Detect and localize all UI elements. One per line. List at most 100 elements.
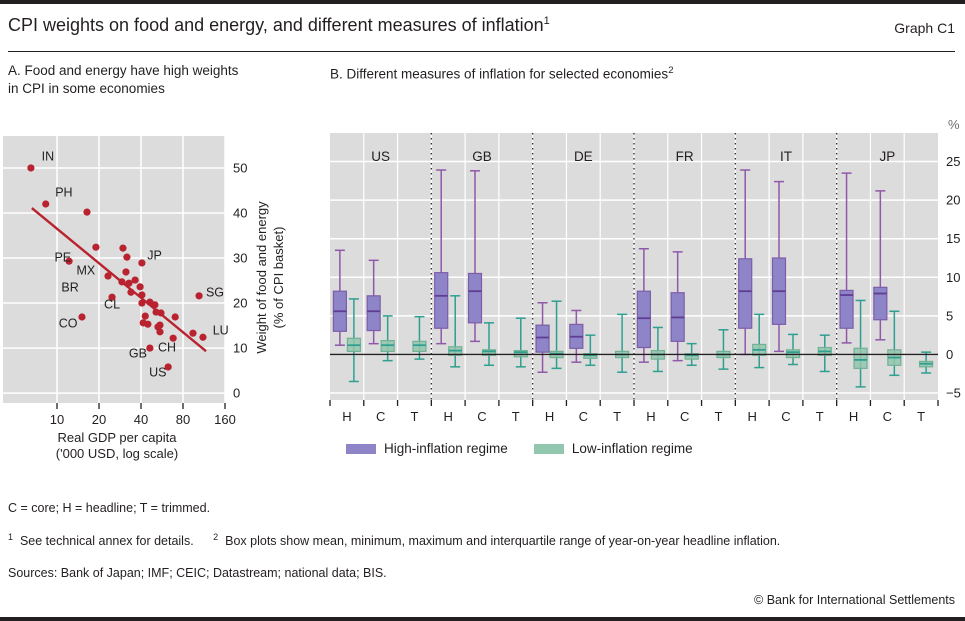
economy-label: FR [676, 149, 694, 164]
scatter-point [108, 293, 116, 301]
scatter-point [119, 244, 127, 252]
legend-label-high: High-inflation regime [384, 441, 508, 456]
footnotes-line: 1 See technical annex for details. 2 Box… [8, 532, 780, 548]
scatter-point [169, 334, 177, 342]
scatter-point [27, 164, 35, 172]
y-axis-tick-label: 5 [946, 308, 953, 323]
page-title: CPI weights on food and energy, and diff… [8, 15, 550, 36]
page-title-text: CPI weights on food and energy, and diff… [8, 15, 544, 35]
country-label: LU [213, 324, 229, 338]
y-axis-title: Weight of food and energy [254, 201, 269, 354]
country-label: BR [61, 280, 78, 294]
measure-label: H [545, 409, 554, 424]
high-regime-box [738, 258, 753, 329]
panel-a-title: A. Food and energy have high weights in … [8, 63, 239, 96]
country-label: CO [59, 316, 78, 330]
country-label: PE [54, 251, 71, 265]
measure-label: C [781, 409, 790, 424]
high-regime-box [366, 295, 381, 332]
x-axis-tick-label: 10 [50, 412, 64, 427]
measure-label: C [477, 409, 486, 424]
y-axis-tick-label: 10 [946, 270, 960, 285]
measure-label: T [410, 409, 418, 424]
plot-background [3, 136, 225, 403]
scatter-point [164, 363, 172, 371]
scatter-point [138, 299, 146, 307]
scatter-point [138, 291, 146, 299]
country-label: US [149, 365, 166, 379]
measure-label: T [816, 409, 824, 424]
scatter-point [122, 268, 130, 276]
x-axis-tick-label: 80 [176, 412, 190, 427]
high-regime-box [636, 290, 651, 349]
measure-label: T [917, 409, 925, 424]
legend-item-low-inflation: Low-inflation regime [533, 441, 693, 456]
scatter-point [125, 279, 133, 287]
y-axis-unit-label: % [948, 118, 960, 132]
panel-a-scatter-chart: IN PH PE MX BR CL CO JP SG GB CH US LU 10 20 40 80 160 0 10… [3, 136, 286, 461]
scatter-point [199, 333, 207, 341]
y-axis-tick-label: 30 [233, 251, 247, 266]
scatter-point [78, 313, 86, 321]
abbreviation-note: C = core; H = headline; T = trimmed. [8, 501, 211, 515]
low-regime-box [481, 349, 497, 356]
footnote-2-text: Box plots show mean, minimum, maximum an… [225, 534, 781, 549]
high-inflation-swatch-icon [346, 443, 376, 454]
scatter-point [154, 323, 162, 331]
trend-line [31, 207, 207, 353]
measure-label: H [849, 409, 858, 424]
scatter-point [138, 259, 146, 267]
footnote-1-text: See technical annex for details. [19, 534, 194, 549]
scatter-point [151, 301, 159, 309]
y-axis-tick-label: 15 [946, 231, 960, 246]
country-label: MX [76, 264, 95, 278]
high-regime-box [839, 289, 854, 329]
footnote-2-marker: 2 [213, 532, 219, 542]
measure-label: C [883, 409, 892, 424]
high-regime-box [535, 324, 550, 353]
bottom-border-bar [0, 617, 965, 621]
scatter-point [136, 283, 144, 291]
country-label: CL [104, 297, 120, 311]
x-axis-tick-label: 160 [214, 412, 236, 427]
y-axis-tick-label: 20 [233, 296, 247, 311]
scatter-point [171, 313, 179, 321]
footnote-1-marker: 1 [8, 532, 14, 542]
scatter-point [144, 320, 152, 328]
measure-label: C [680, 409, 689, 424]
economy-label: DE [574, 149, 593, 164]
scatter-point [65, 257, 73, 265]
high-regime-box [873, 286, 888, 321]
sources-note: Sources: Bank of Japan; IMF; CEIC; Datas… [8, 566, 387, 580]
economy-label: JP [879, 149, 895, 164]
footnote-2: 2 Box plots show mean, minimum, maximum … [213, 532, 781, 549]
measure-label: H [444, 409, 453, 424]
scatter-point [189, 329, 197, 337]
country-label: IN [42, 149, 55, 163]
economy-label: IT [780, 149, 792, 164]
scatter-point [118, 278, 126, 286]
chart-legend: High-inflation regime Low-inflation regi… [346, 441, 693, 456]
page-title-footnote-marker: 1 [543, 15, 550, 27]
low-inflation-swatch-icon [533, 443, 564, 454]
scatter-point [83, 208, 91, 216]
measure-label: T [613, 409, 621, 424]
y-axis-tick-label: −5 [946, 386, 961, 401]
scatter-point [195, 292, 203, 300]
scatter-point [92, 243, 100, 251]
top-border-bar [0, 0, 965, 4]
low-regime-box [853, 347, 868, 369]
scatter-point [127, 288, 135, 296]
high-regime-box [434, 272, 449, 329]
scatter-point [141, 312, 149, 320]
panel-b-title: B. Different measures of inflation for s… [330, 62, 940, 84]
high-regime-box [467, 272, 483, 324]
y-axis-tick-label: 10 [233, 341, 247, 356]
country-label: GB [129, 347, 147, 361]
measure-label: H [342, 409, 351, 424]
scatter-point [42, 200, 50, 208]
scatter-point [131, 276, 139, 284]
x-axis-title: Real GDP per capita [58, 430, 178, 445]
x-axis-tick-label: 20 [92, 412, 106, 427]
